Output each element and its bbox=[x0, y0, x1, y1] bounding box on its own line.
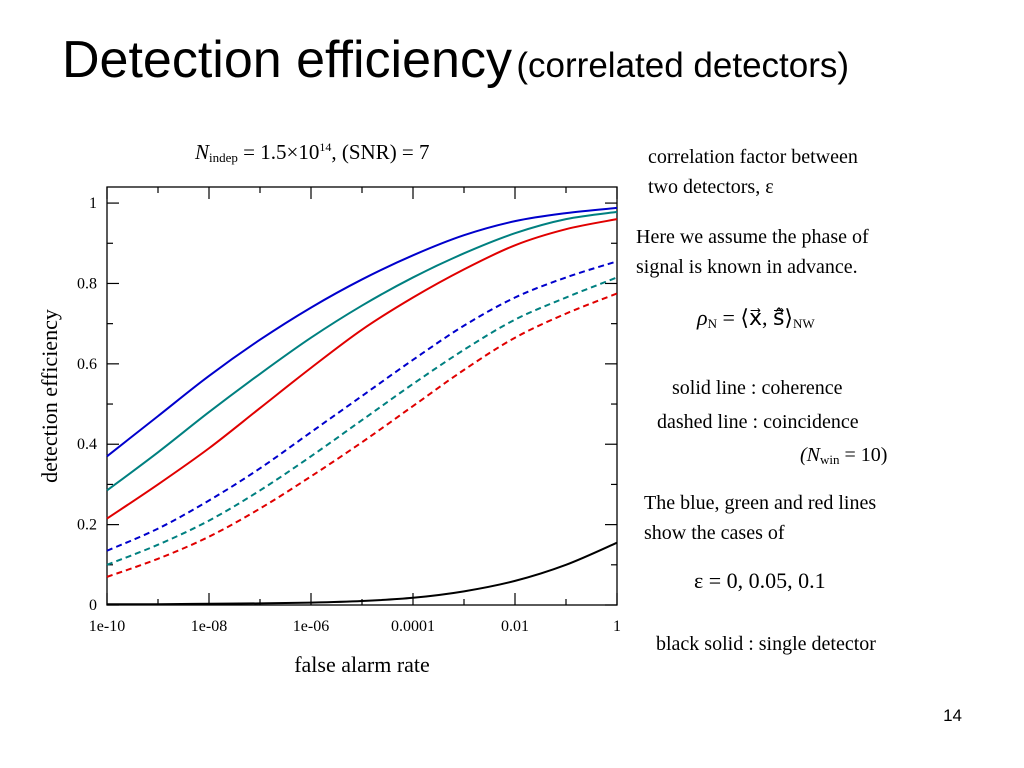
rho-rhs-subscript: NW bbox=[793, 316, 815, 331]
epsilon-values: ε = 0, 0.05, 0.1 bbox=[694, 568, 826, 593]
cases-note-line2: show the cases of bbox=[644, 522, 785, 544]
chart-series bbox=[106, 206, 618, 606]
y-tick-label: 0 bbox=[89, 597, 97, 614]
x-axis-label: false alarm rate bbox=[294, 652, 430, 677]
header-formula: Nindep = 1.5×1014, (SNR) = 7 bbox=[195, 140, 430, 166]
cases-note-line1: The blue, green and red lines bbox=[644, 492, 877, 514]
correlation-note: correlation factor between two detectors… bbox=[648, 142, 858, 202]
x-tick-label: 0.01 bbox=[501, 618, 529, 635]
x-tick-label: 0.0001 bbox=[391, 618, 435, 635]
slide-title-main: Detection efficiency bbox=[62, 31, 512, 89]
nwin-rest: = 10) bbox=[844, 444, 888, 466]
dashed-line-legend: dashed line : coincidence bbox=[657, 411, 859, 433]
correlation-note-line1: correlation factor between bbox=[648, 146, 858, 168]
y-tick-label: 1 bbox=[89, 195, 97, 212]
nwin-note: (Nwin = 10) bbox=[800, 444, 887, 468]
phase-assumption-line2: signal is known in advance. bbox=[636, 256, 858, 278]
slide-title: Detection efficiency (correlated detecto… bbox=[62, 30, 849, 90]
x-tick-label: 1 bbox=[613, 618, 621, 635]
cases-note: The blue, green and red lines show the c… bbox=[644, 488, 876, 548]
phase-assumption-line1: Here we assume the phase of bbox=[636, 226, 869, 248]
axis-ticks bbox=[106, 187, 618, 606]
formula-n-exponent: 14 bbox=[319, 140, 332, 154]
series-line-5 bbox=[106, 292, 618, 578]
y-tick-label: 0.2 bbox=[77, 517, 97, 534]
solid-line-legend: solid line : coherence bbox=[672, 377, 843, 399]
rho-rhs: = ⟨x⃗, ŝ⃗⟩ bbox=[722, 305, 794, 330]
y-tick-label: 0.8 bbox=[77, 275, 97, 292]
y-axis-label: detection efficiency bbox=[37, 309, 62, 483]
single-detector-note: black solid : single detector bbox=[656, 633, 876, 655]
phase-assumption-note: Here we assume the phase of signal is kn… bbox=[636, 222, 869, 282]
rho-formula: ρN = ⟨x⃗, ŝ⃗⟩NW bbox=[697, 305, 815, 332]
formula-n-rhs: = 1.5×10 bbox=[243, 140, 320, 164]
formula-n-symbol: N bbox=[195, 140, 210, 164]
series-line-6 bbox=[106, 541, 618, 606]
series-line-1 bbox=[106, 210, 618, 492]
formula-n-subscript: indep bbox=[209, 150, 238, 165]
y-tick-label: 0.4 bbox=[77, 436, 97, 453]
rho-symbol: ρ bbox=[697, 305, 708, 330]
series-line-0 bbox=[106, 206, 618, 458]
series-line-2 bbox=[106, 218, 618, 520]
detection-efficiency-chart: 1e-10 1e-08 1e-06 0.0001 0.01 100.20.40.60.81… bbox=[37, 186, 621, 677]
nwin-subscript: win bbox=[820, 452, 840, 467]
slide-title-sub: (correlated detectors) bbox=[516, 46, 850, 85]
formula-n-tail: , (SNR) = 7 bbox=[331, 140, 430, 164]
rho-subscript: N bbox=[707, 316, 717, 331]
nwin-open: (N bbox=[800, 444, 820, 466]
axis-tick-labels: 1e-10 1e-08 1e-06 0.0001 0.01 1 0 0.2 0.4 0.6 0.8 1 bbox=[77, 195, 621, 635]
series-line-4 bbox=[106, 276, 618, 566]
x-tick-label: 1e-06 bbox=[293, 618, 329, 635]
x-tick-label: 1e-10 bbox=[89, 618, 125, 635]
y-tick-label: 0.6 bbox=[77, 356, 97, 373]
x-tick-label: 1e-08 bbox=[191, 618, 227, 635]
correlation-note-line2: two detectors, ε bbox=[648, 176, 774, 198]
page-number: 14 bbox=[943, 706, 962, 725]
